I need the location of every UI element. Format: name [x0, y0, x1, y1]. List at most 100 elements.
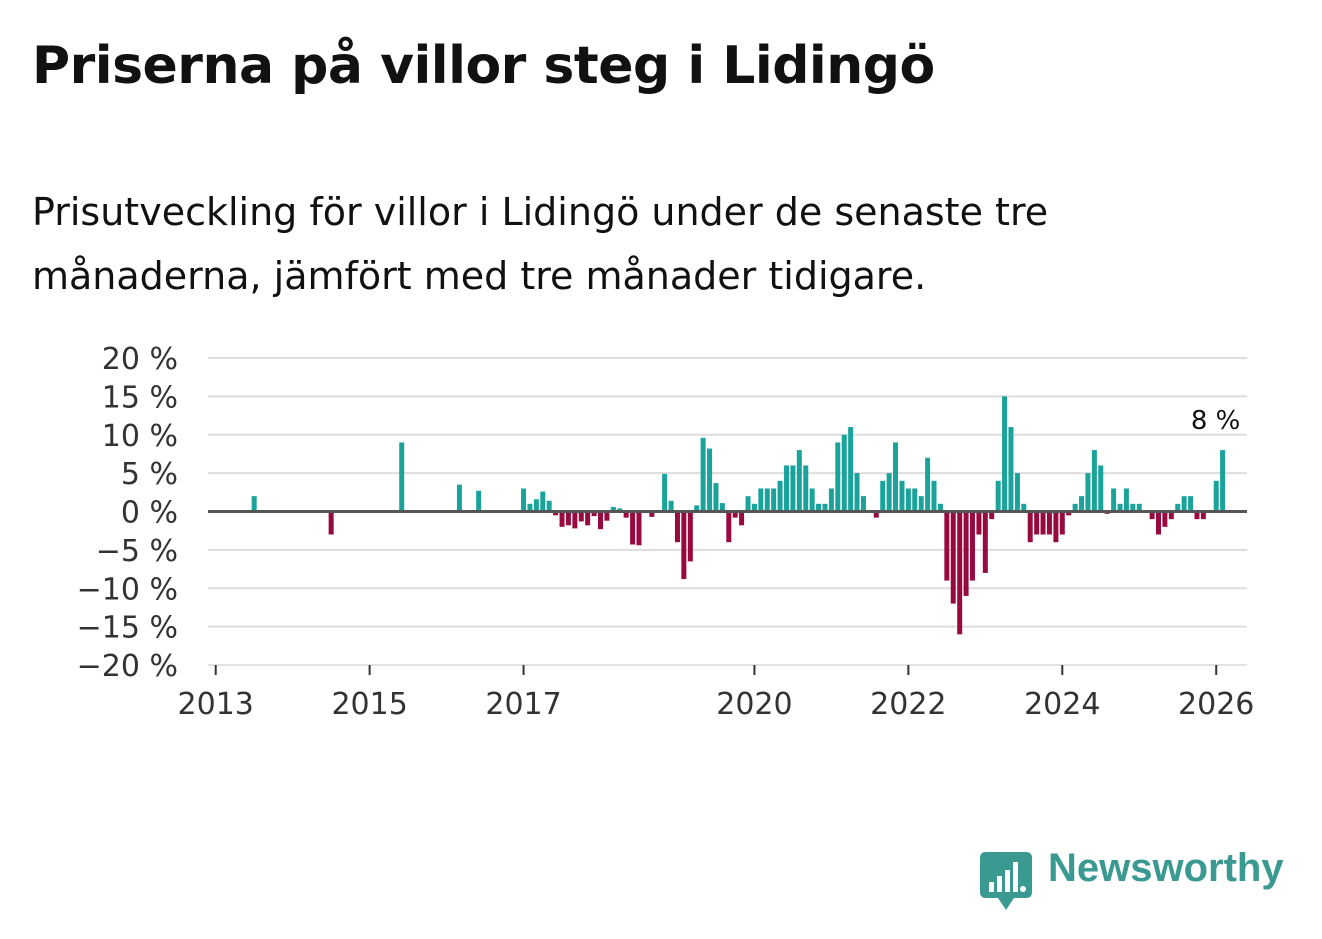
- bar: [630, 511, 636, 545]
- bar: [835, 442, 841, 512]
- bar: [764, 488, 770, 512]
- bar: [937, 503, 943, 512]
- bar: [1034, 511, 1040, 535]
- bar: [886, 473, 892, 512]
- bar: [572, 511, 578, 529]
- y-tick-label: 0 %: [121, 496, 178, 531]
- bar: [604, 511, 610, 521]
- bar: [1130, 503, 1136, 512]
- bar: [758, 488, 764, 512]
- bar: [1091, 450, 1097, 512]
- gridlines: [208, 357, 1247, 666]
- bar: [899, 480, 905, 512]
- y-tick-label: 10 %: [102, 419, 178, 454]
- bar: [982, 511, 988, 573]
- bar: [399, 442, 405, 512]
- x-axis: 2013 2015 2017 2020 2022 2024 2026: [178, 664, 1254, 722]
- bar-chart: 20 %15 % 10 %5 % 0 %−5 %−10 % −15 %−20 % 20…: [77, 342, 1255, 722]
- bar: [533, 499, 539, 512]
- bar: [751, 503, 757, 512]
- bar: [668, 500, 674, 512]
- bar: [476, 490, 482, 512]
- bar: [796, 450, 802, 512]
- bar: [905, 488, 911, 512]
- bar: [1136, 503, 1142, 512]
- bar: [912, 488, 918, 512]
- bar: [674, 511, 680, 543]
- bar: [739, 511, 745, 526]
- bar: [1155, 511, 1161, 535]
- y-tick-label: 5 %: [121, 457, 178, 492]
- bar: [527, 503, 533, 512]
- page-title: Priserna på villor steg i Lidingö: [32, 36, 935, 96]
- bar: [873, 511, 879, 518]
- bar: [809, 488, 815, 512]
- bar: [591, 511, 597, 517]
- bar: [784, 465, 790, 512]
- bar: [957, 511, 963, 635]
- bar: [726, 511, 732, 543]
- bar: [565, 511, 571, 526]
- y-tick-label: −10 %: [77, 572, 178, 607]
- bar: [848, 427, 854, 512]
- chart-subtitle: Prisutveckling för villor i Lidingö unde…: [32, 190, 1049, 298]
- brand-name: Newsworthy: [1048, 846, 1284, 890]
- bar: [585, 511, 591, 526]
- bar: [713, 483, 719, 512]
- bar: [1200, 511, 1206, 520]
- x-tick-label: 2017: [485, 687, 561, 722]
- bar: [822, 503, 828, 512]
- bar: [1027, 511, 1033, 543]
- bar: [732, 511, 738, 518]
- bar: [976, 511, 982, 535]
- bar: [617, 508, 623, 512]
- bar: [963, 511, 969, 596]
- bar: [860, 496, 866, 512]
- bar: [745, 496, 751, 512]
- bar: [995, 480, 1001, 512]
- bar: [1188, 496, 1194, 512]
- bar: [636, 511, 642, 546]
- bar: [1040, 511, 1046, 535]
- newsworthy-logo-icon: [980, 852, 1032, 910]
- bar: [1014, 473, 1020, 512]
- y-tick-label: 20 %: [102, 342, 178, 377]
- annotation: 8 %: [1188, 403, 1244, 439]
- x-tick-label: 2024: [1024, 687, 1100, 722]
- x-tick-label: 2020: [716, 687, 792, 722]
- x-tick-label: 2022: [870, 687, 946, 722]
- bar: [707, 448, 713, 512]
- bar: [1072, 503, 1078, 512]
- bar: [1046, 511, 1052, 535]
- y-tick-label: −15 %: [77, 611, 178, 646]
- bar: [931, 480, 937, 512]
- bar: [1098, 465, 1104, 512]
- bar: [1002, 396, 1008, 512]
- bar: [719, 503, 725, 512]
- bar: [918, 496, 924, 512]
- bar: [1220, 450, 1226, 512]
- bar: [816, 503, 822, 512]
- bar: [546, 500, 552, 512]
- y-tick-label: 15 %: [102, 380, 178, 415]
- annotation-label: 8 %: [1191, 406, 1241, 436]
- bar: [649, 511, 655, 517]
- bar: [925, 457, 931, 512]
- bar: [854, 473, 860, 512]
- x-tick-label: 2015: [331, 687, 407, 722]
- bar: [777, 480, 783, 512]
- bar: [623, 511, 629, 518]
- bar: [553, 511, 559, 516]
- bar: [828, 488, 834, 512]
- y-tick-label: −20 %: [77, 649, 178, 684]
- bar: [251, 496, 257, 512]
- bar: [681, 511, 687, 580]
- bar: [521, 488, 527, 512]
- bar: [893, 442, 899, 512]
- bar: [610, 506, 616, 512]
- bar: [880, 480, 886, 512]
- bar: [771, 488, 777, 512]
- bar: [1059, 511, 1065, 535]
- bar: [700, 437, 706, 512]
- y-tick-label: −5 %: [96, 534, 178, 569]
